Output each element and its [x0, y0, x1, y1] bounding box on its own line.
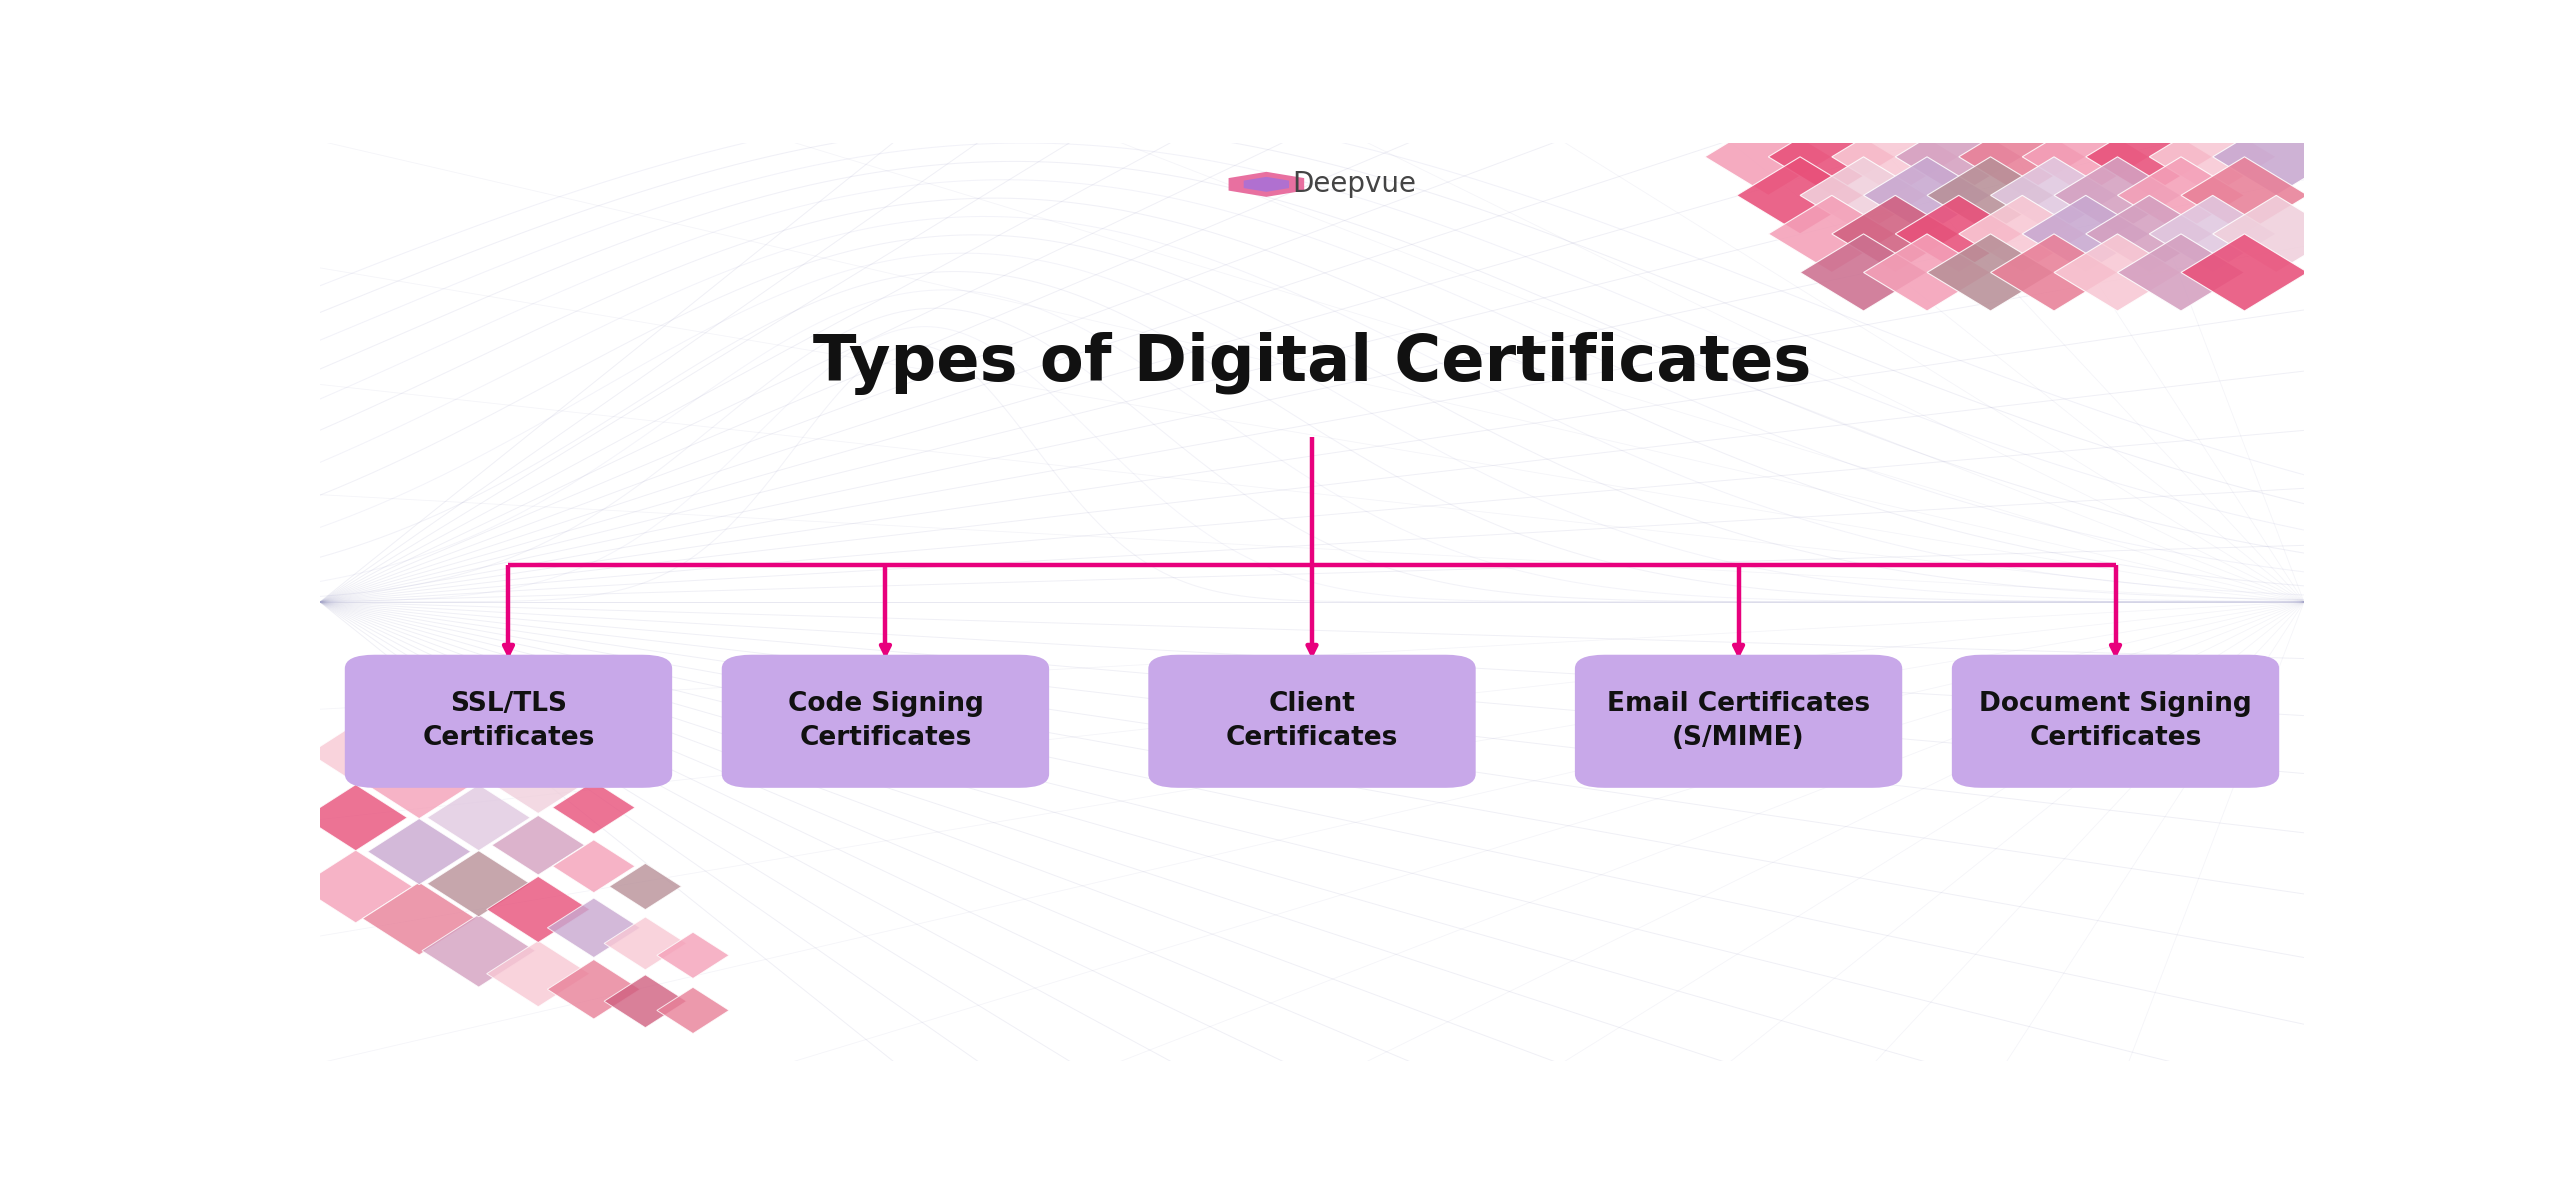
Polygon shape	[2181, 157, 2309, 234]
Text: Email Certificates
(S/MIME): Email Certificates (S/MIME)	[1608, 691, 1871, 751]
Polygon shape	[369, 752, 471, 819]
Polygon shape	[310, 724, 402, 783]
Polygon shape	[1864, 157, 1992, 234]
Polygon shape	[658, 932, 730, 979]
Polygon shape	[604, 975, 686, 1028]
Polygon shape	[1928, 234, 2053, 311]
Polygon shape	[2086, 118, 2212, 195]
Polygon shape	[1864, 234, 1992, 311]
Polygon shape	[1736, 157, 1864, 234]
Polygon shape	[2212, 195, 2340, 273]
Polygon shape	[2181, 234, 2309, 311]
Polygon shape	[1769, 118, 1894, 195]
Polygon shape	[428, 784, 530, 851]
Polygon shape	[364, 882, 476, 955]
Polygon shape	[1800, 157, 1928, 234]
Polygon shape	[1705, 118, 1833, 195]
Polygon shape	[1958, 118, 2086, 195]
FancyBboxPatch shape	[1574, 654, 1902, 788]
Polygon shape	[2053, 234, 2181, 311]
Polygon shape	[305, 784, 407, 851]
Polygon shape	[1992, 234, 2117, 311]
Polygon shape	[492, 815, 584, 875]
Polygon shape	[1992, 157, 2117, 234]
Text: SSL/TLS
Certificates: SSL/TLS Certificates	[422, 691, 594, 751]
Text: Client
Certificates: Client Certificates	[1226, 691, 1398, 751]
Text: Document Signing
Certificates: Document Signing Certificates	[1979, 691, 2253, 751]
Polygon shape	[492, 755, 584, 813]
Polygon shape	[428, 851, 530, 917]
Polygon shape	[1833, 195, 1958, 273]
Polygon shape	[1894, 195, 2022, 273]
Polygon shape	[300, 850, 412, 923]
FancyBboxPatch shape	[722, 654, 1050, 788]
Text: Types of Digital Certificates: Types of Digital Certificates	[814, 331, 1810, 395]
Polygon shape	[2117, 234, 2245, 311]
Polygon shape	[486, 876, 589, 943]
Text: Deepvue: Deepvue	[1293, 170, 1416, 198]
Polygon shape	[1769, 195, 1894, 273]
Polygon shape	[548, 898, 640, 957]
Polygon shape	[548, 960, 640, 1019]
Polygon shape	[486, 940, 589, 1007]
Polygon shape	[2117, 157, 2245, 234]
Polygon shape	[604, 917, 686, 970]
Polygon shape	[374, 694, 466, 753]
FancyBboxPatch shape	[346, 654, 673, 788]
Polygon shape	[2053, 157, 2181, 234]
Polygon shape	[553, 781, 635, 834]
Polygon shape	[1833, 118, 1958, 195]
Polygon shape	[2086, 195, 2212, 273]
Polygon shape	[433, 724, 525, 783]
Polygon shape	[2150, 195, 2276, 273]
FancyBboxPatch shape	[1951, 654, 2278, 788]
Polygon shape	[2212, 118, 2340, 195]
Text: Code Signing
Certificates: Code Signing Certificates	[788, 691, 983, 751]
Polygon shape	[1244, 176, 1290, 192]
Polygon shape	[1229, 172, 1303, 197]
Polygon shape	[553, 840, 635, 893]
FancyBboxPatch shape	[1149, 654, 1475, 788]
Polygon shape	[1928, 157, 2053, 234]
Polygon shape	[422, 914, 535, 987]
Polygon shape	[1800, 234, 1928, 311]
Polygon shape	[1894, 118, 2022, 195]
Polygon shape	[2022, 118, 2150, 195]
Polygon shape	[2150, 118, 2276, 195]
Polygon shape	[1958, 195, 2086, 273]
Polygon shape	[369, 819, 471, 884]
Polygon shape	[658, 987, 730, 1033]
Polygon shape	[2022, 195, 2150, 273]
Polygon shape	[609, 863, 681, 909]
